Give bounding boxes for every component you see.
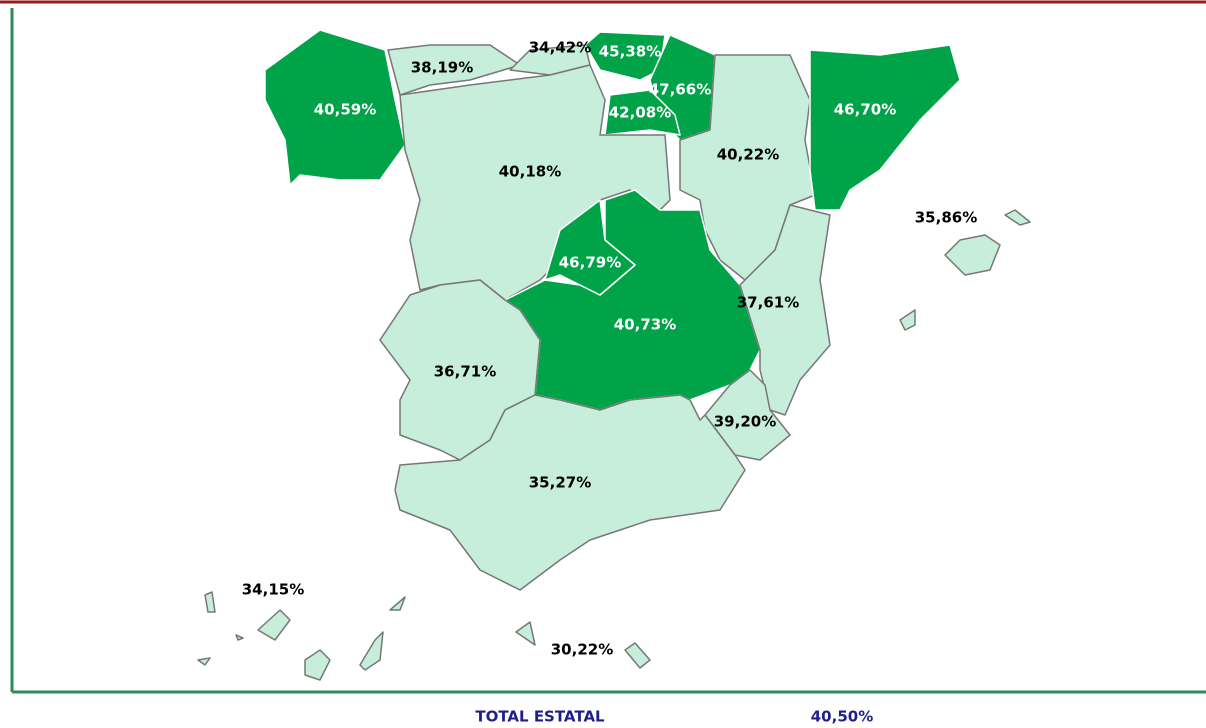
region — [515, 621, 536, 646]
region-label: 40,59% — [314, 101, 376, 119]
region — [197, 657, 211, 666]
region — [704, 369, 791, 461]
region — [809, 44, 961, 211]
region-label: 45,38% — [599, 43, 661, 61]
region — [394, 394, 746, 591]
region-label: 46,70% — [834, 101, 896, 119]
region — [387, 44, 521, 96]
region — [257, 609, 291, 641]
region-label: 30,22% — [551, 641, 613, 659]
region-label: 34,15% — [242, 581, 304, 599]
region-label: 40,18% — [499, 163, 561, 181]
region — [204, 591, 216, 613]
region-label: 47,66% — [649, 81, 711, 99]
total-value: 40,50% — [811, 708, 873, 726]
region-label: 40,22% — [717, 146, 779, 164]
region-label: 40,73% — [614, 316, 676, 334]
region-label: 38,19% — [411, 59, 473, 77]
region — [359, 631, 384, 671]
region — [235, 634, 244, 641]
total-label: TOTAL ESTATAL — [475, 708, 605, 726]
region-label: 35,86% — [915, 209, 977, 227]
region — [544, 199, 636, 296]
region-label: 36,71% — [434, 363, 496, 381]
region-label: 42,08% — [609, 104, 671, 122]
region-label: 35,27% — [529, 474, 591, 492]
region — [389, 596, 406, 611]
region — [944, 234, 1001, 276]
region — [264, 29, 406, 186]
region-label: 34,42% — [529, 39, 591, 57]
region-label: 46,79% — [559, 254, 621, 272]
region — [624, 642, 651, 669]
region — [304, 649, 331, 681]
region-label: 39,20% — [714, 413, 776, 431]
region — [1004, 209, 1031, 226]
region-label: 37,61% — [737, 294, 799, 312]
region — [899, 309, 916, 331]
region — [509, 44, 591, 76]
